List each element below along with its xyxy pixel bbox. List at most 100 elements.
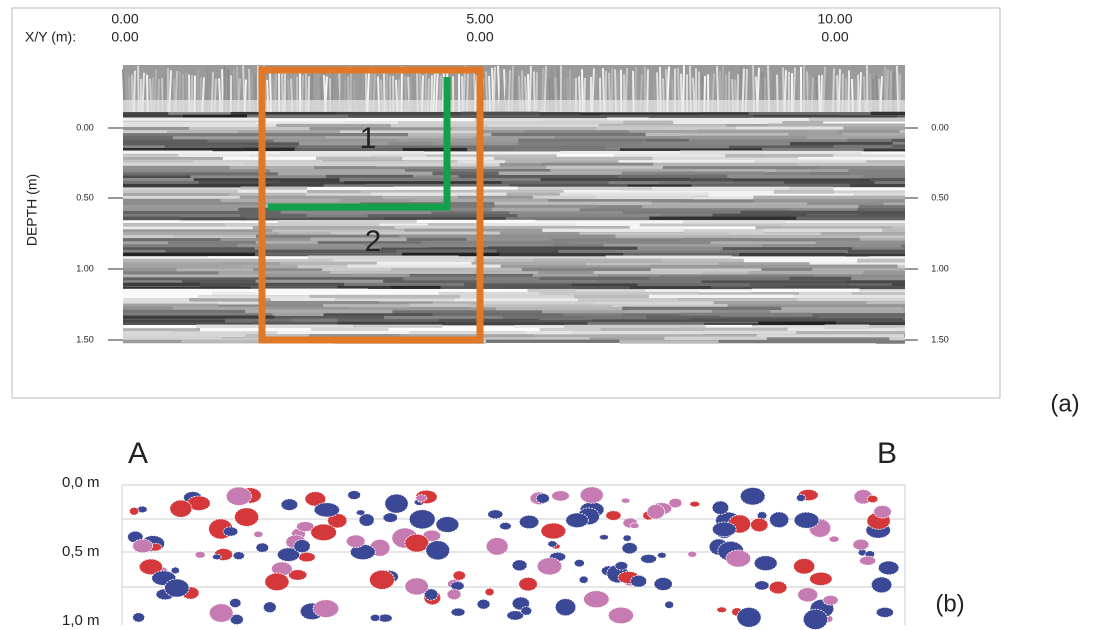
band — [548, 199, 681, 203]
stone — [716, 606, 728, 613]
band — [731, 256, 869, 260]
band — [839, 115, 898, 119]
band — [353, 324, 443, 329]
stone — [640, 553, 658, 564]
band — [749, 283, 850, 287]
stone — [450, 607, 466, 617]
stone — [229, 597, 242, 608]
band — [242, 147, 295, 152]
stone — [554, 598, 577, 617]
band — [274, 315, 385, 320]
band — [755, 159, 867, 164]
band — [220, 198, 340, 203]
depth-tick-label: 1.00 — [76, 263, 94, 273]
band — [521, 267, 651, 272]
band — [702, 271, 749, 275]
band — [481, 222, 522, 227]
band — [501, 181, 609, 185]
band — [679, 312, 813, 317]
band — [863, 174, 905, 179]
band — [833, 144, 893, 149]
stone — [802, 608, 829, 630]
band — [660, 126, 736, 130]
band — [622, 210, 741, 215]
band — [677, 298, 798, 302]
band — [251, 286, 338, 290]
band — [718, 339, 877, 344]
band — [272, 313, 324, 317]
band — [221, 262, 281, 266]
x-tick: 5.00 — [466, 11, 493, 27]
band — [653, 162, 798, 167]
band — [398, 234, 478, 238]
band — [662, 258, 744, 263]
band — [309, 294, 460, 299]
band — [809, 171, 850, 176]
band — [487, 246, 638, 250]
band — [593, 271, 703, 275]
band — [123, 222, 225, 227]
band — [123, 226, 253, 230]
band — [571, 283, 638, 287]
band — [123, 264, 242, 269]
band — [820, 232, 905, 236]
stone — [262, 601, 277, 614]
y-tick: 0.00 — [821, 29, 848, 45]
band — [499, 231, 580, 236]
band — [409, 303, 472, 307]
stones — [127, 486, 900, 630]
band — [659, 274, 815, 278]
band — [650, 268, 762, 272]
band — [306, 193, 371, 197]
band — [123, 189, 238, 194]
band — [763, 228, 882, 233]
band — [683, 229, 764, 233]
band — [123, 150, 213, 154]
band — [229, 166, 315, 170]
band — [331, 231, 386, 236]
band — [309, 127, 452, 131]
x-tick: 10.00 — [817, 11, 852, 27]
stone — [518, 514, 540, 530]
stone — [211, 553, 222, 561]
band — [123, 165, 230, 170]
band — [323, 184, 365, 188]
band — [664, 336, 767, 341]
band — [892, 141, 905, 146]
band — [278, 171, 433, 176]
band — [123, 298, 190, 302]
stone — [540, 522, 567, 540]
stone — [408, 509, 436, 530]
band — [123, 162, 246, 167]
band — [276, 123, 391, 128]
band — [344, 181, 502, 185]
band — [329, 271, 474, 275]
band — [793, 294, 905, 299]
band — [292, 318, 338, 323]
band — [123, 288, 266, 293]
band — [618, 160, 756, 164]
stone — [169, 499, 193, 518]
band — [708, 193, 854, 197]
band — [198, 295, 310, 299]
band — [309, 334, 401, 338]
band — [883, 202, 905, 206]
band — [198, 180, 281, 185]
stone — [630, 574, 648, 588]
band — [608, 181, 659, 185]
band — [683, 220, 785, 224]
stone — [297, 551, 316, 563]
band — [260, 306, 349, 311]
band — [579, 112, 699, 116]
stone — [809, 571, 833, 586]
band — [240, 142, 300, 146]
band — [476, 244, 554, 248]
band — [471, 304, 613, 308]
band — [335, 298, 455, 302]
band — [310, 237, 407, 241]
band — [587, 321, 704, 326]
band — [807, 202, 884, 206]
band — [391, 267, 522, 272]
band — [123, 156, 223, 161]
band — [789, 276, 852, 281]
